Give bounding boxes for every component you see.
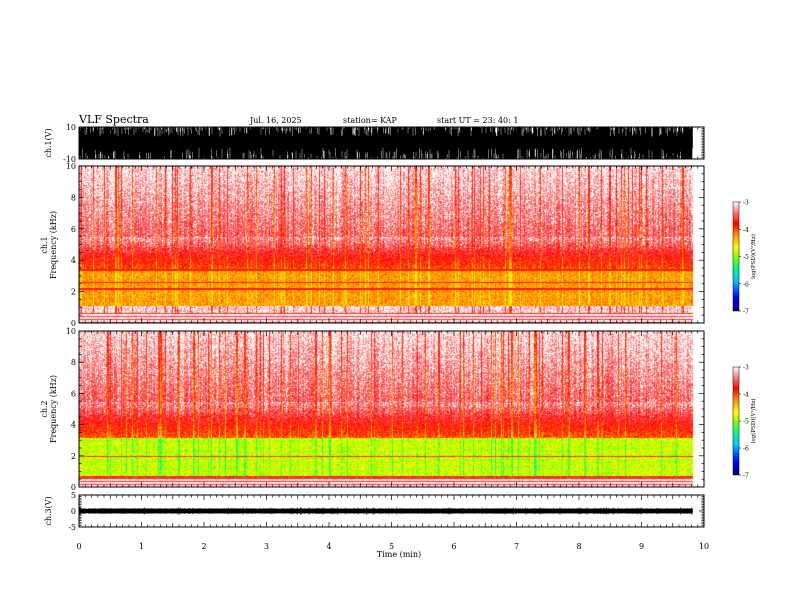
colorbar-tick-label: -4 bbox=[743, 227, 749, 234]
y-tick-label: 5 bbox=[71, 491, 76, 500]
colorbar-tick-label: -7 bbox=[743, 309, 749, 316]
colorbar-tick-label: -6 bbox=[743, 281, 749, 288]
colorbar-label: log(PSD)(V²/Hz) bbox=[750, 399, 757, 444]
y-tick-label: 2 bbox=[71, 452, 76, 461]
x-tick-label: 2 bbox=[201, 542, 206, 551]
ch1-spectrogram-axes: 0 2 4 6 8 10 bbox=[66, 162, 705, 328]
colorbar-tick-label: -5 bbox=[743, 254, 749, 261]
y-tick-label: 0 bbox=[71, 507, 76, 516]
x-tick-label: 5 bbox=[389, 542, 394, 551]
ch2-spectrogram-axes: 0 2 4 6 8 10 bbox=[66, 327, 705, 492]
figure-title: VLF Spectra bbox=[78, 113, 149, 126]
ch1-waveform-panel: 10 -10 ch.1(V) bbox=[44, 123, 705, 164]
ch1-spectrogram-panel: 0 2 4 6 8 10 ch.1 Frequency (kHz) -3 -4 -5 -6 -7 l… bbox=[40, 162, 757, 328]
x-tick-labels: 0 1 2 3 4 5 6 7 8 9 10 bbox=[76, 542, 709, 551]
x-tick-label: 10 bbox=[699, 542, 709, 551]
ch2-spectrogram-image bbox=[79, 331, 704, 487]
ch3-waveform-panel: 5 0 -5 ch.3(V) bbox=[44, 491, 705, 532]
x-tick-label: 3 bbox=[264, 542, 269, 551]
ch3-waveform-axes: 5 0 -5 bbox=[68, 491, 705, 532]
ch1-waveform-ylabel: ch.1(V) bbox=[44, 128, 53, 157]
y-tick-label: 8 bbox=[71, 358, 76, 367]
x-tick-label: 0 bbox=[76, 542, 81, 551]
ch2-spectrogram-ylabel-freq: Frequency (kHz) bbox=[49, 375, 58, 443]
y-tick-label: -10 bbox=[63, 155, 76, 164]
y-tick-label: 6 bbox=[71, 225, 76, 234]
ch1-spectrogram-ylabel-channel: ch.1 bbox=[40, 236, 49, 253]
y-tick-label: 4 bbox=[71, 256, 76, 265]
y-tick-label: 10 bbox=[66, 123, 76, 132]
date-label: Jul. 16, 2025 bbox=[249, 116, 302, 125]
colorbar-scale bbox=[732, 201, 740, 312]
colorbar-tick-label: -4 bbox=[743, 392, 749, 399]
y-tick-label: -5 bbox=[68, 523, 76, 532]
x-tick-label: 6 bbox=[451, 542, 456, 551]
station-label: station= KAP bbox=[343, 116, 398, 125]
y-tick-label: 4 bbox=[71, 421, 76, 430]
ch3-waveform-line bbox=[78, 507, 693, 515]
ch1-spectrogram-ylabel-freq: Frequency (kHz) bbox=[49, 211, 58, 279]
x-tick-label: 7 bbox=[514, 542, 519, 551]
colorbar-tick-label: -6 bbox=[743, 446, 749, 453]
ch2-spectrogram-ylabel-channel: ch.2 bbox=[40, 400, 49, 417]
ch2-spectrogram-panel: 0 2 4 6 8 10 ch.2 Frequency (kHz) -3 -4 -5 -6 -7 l… bbox=[40, 327, 757, 492]
y-tick-label: 0 bbox=[71, 483, 76, 492]
x-tick-label: 4 bbox=[326, 542, 331, 551]
colorbar-tick-label: -3 bbox=[743, 365, 749, 372]
y-tick-label: 0 bbox=[71, 319, 76, 328]
ch2-colorbar: -3 -4 -5 -6 -7 log(PSD)(V²/Hz) bbox=[732, 365, 757, 480]
ch1-waveform-axes: 10 -10 bbox=[63, 123, 705, 164]
y-tick-label: 8 bbox=[71, 193, 76, 202]
ch3-waveform-trace bbox=[78, 507, 693, 515]
ch1-spectrogram-image bbox=[79, 166, 704, 323]
x-axis-label: Time (min) bbox=[377, 550, 421, 559]
y-tick-label: 2 bbox=[71, 288, 76, 297]
x-tick-label: 1 bbox=[139, 542, 144, 551]
y-tick-label: 10 bbox=[66, 162, 76, 171]
y-tick-label: 10 bbox=[66, 327, 76, 336]
start-time-label: start UT = 23: 40: 1 bbox=[437, 116, 518, 125]
ch1-waveform-trace bbox=[78, 127, 693, 159]
x-tick-label: 8 bbox=[576, 542, 581, 551]
colorbar-scale bbox=[732, 366, 740, 476]
y-tick-label: 6 bbox=[71, 389, 76, 398]
colorbar-tick-label: -3 bbox=[743, 200, 749, 207]
ch1-waveform-line bbox=[78, 127, 693, 159]
x-tick-label: 9 bbox=[639, 542, 644, 551]
colorbar-label: log(PSD)(V²/Hz) bbox=[750, 234, 757, 279]
ch1-colorbar: -3 -4 -5 -6 -7 log(PSD)(V²/Hz) bbox=[732, 200, 757, 316]
colorbar-tick-label: -5 bbox=[743, 419, 749, 426]
colorbar-tick-label: -7 bbox=[743, 473, 749, 480]
ch3-waveform-ylabel: ch.3(V) bbox=[44, 496, 53, 525]
